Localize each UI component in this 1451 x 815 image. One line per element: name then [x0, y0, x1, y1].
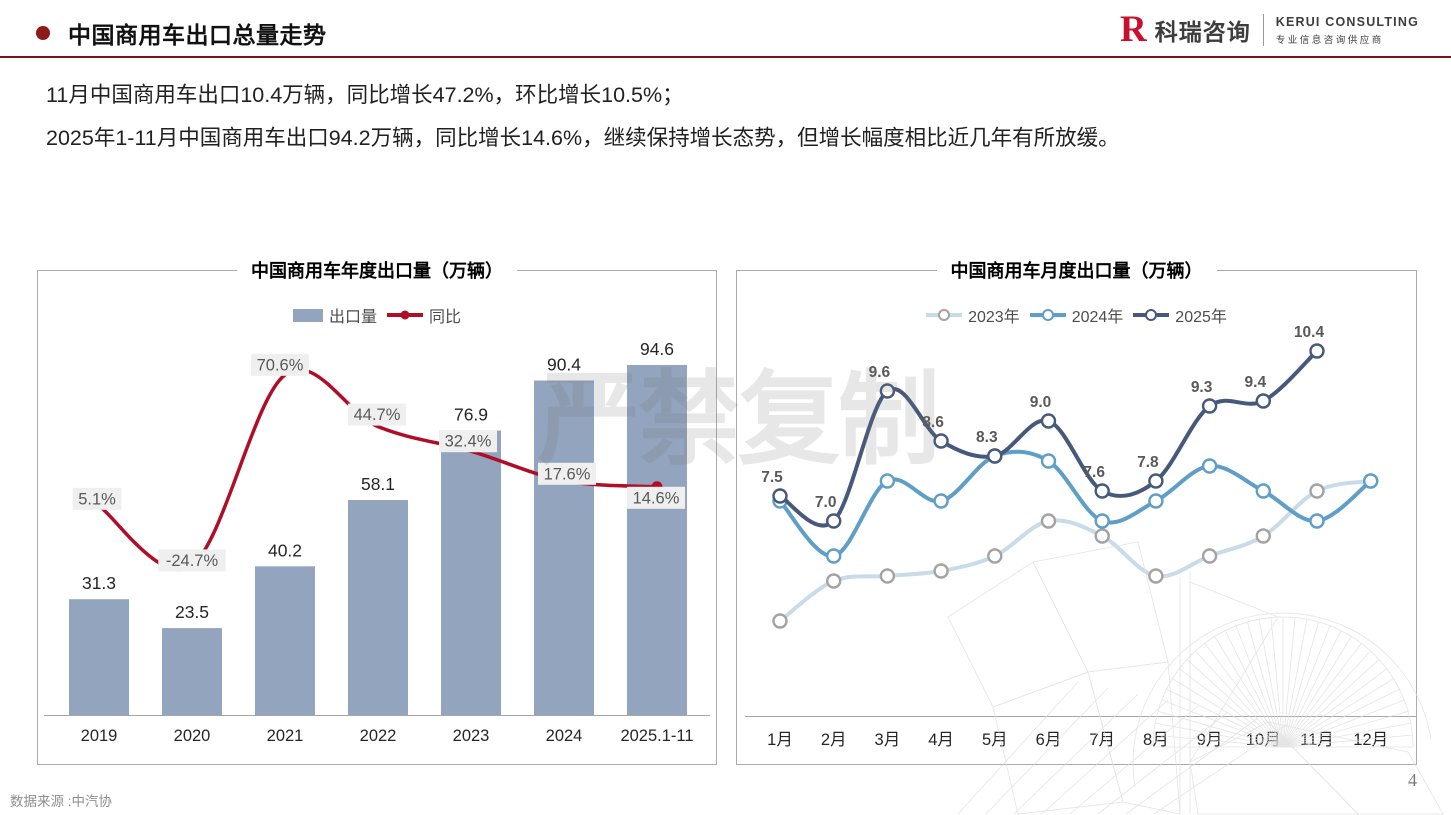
- bar-swatch-icon: [292, 308, 323, 322]
- logo-mark-icon: R: [1119, 9, 1147, 50]
- svg-text:44.7%: 44.7%: [354, 406, 401, 424]
- svg-text:8.6: 8.6: [922, 414, 944, 431]
- svg-text:-24.7%: -24.7%: [166, 552, 219, 570]
- svg-text:10月: 10月: [1246, 731, 1281, 749]
- monthly-export-chart-panel: 中国商用车月度出口量（万辆） 2023年 2024年 2025年 1月 2月 3月 4…: [736, 257, 1417, 765]
- title-bullet-icon: [36, 26, 50, 40]
- svg-text:7.0: 7.0: [815, 494, 837, 511]
- svg-text:10.4: 10.4: [1294, 324, 1325, 341]
- page-number: 4: [1408, 770, 1417, 790]
- svg-text:9月: 9月: [1197, 731, 1223, 749]
- summary-line-1: 11月中国商用车出口10.4万辆，同比增长47.2%，环比增长10.5%；: [46, 83, 684, 107]
- svg-text:31.3: 31.3: [82, 573, 116, 593]
- annual-chart-legend: 出口量 同比: [38, 303, 716, 327]
- svg-text:6月: 6月: [1036, 731, 1062, 749]
- legend-label: 2024年: [1071, 309, 1124, 326]
- svg-text:8月: 8月: [1143, 731, 1169, 749]
- svg-text:2022: 2022: [360, 727, 397, 745]
- summary-text: 11月中国商用车出口10.4万辆，同比增长47.2%，环比增长10.5%； 20…: [46, 74, 1406, 160]
- svg-text:2023: 2023: [453, 727, 490, 745]
- annual-chart-title: 中国商用车年度出口量（万辆）: [237, 257, 517, 283]
- svg-text:2020: 2020: [174, 727, 211, 745]
- svg-text:2021: 2021: [267, 727, 304, 745]
- svg-text:5.1%: 5.1%: [78, 490, 116, 508]
- svg-text:40.2: 40.2: [268, 540, 302, 560]
- legend-item-export-volume: 出口量: [292, 303, 377, 327]
- svg-text:5月: 5月: [982, 731, 1008, 749]
- svg-text:70.6%: 70.6%: [257, 356, 304, 374]
- svg-text:9.4: 9.4: [1245, 374, 1267, 391]
- svg-text:1月: 1月: [767, 731, 793, 749]
- data-source-note: 数据来源 :中汽协: [10, 794, 113, 809]
- svg-text:7.6: 7.6: [1083, 464, 1105, 481]
- line-2024-swatch-icon: [1029, 309, 1066, 321]
- svg-text:58.1: 58.1: [361, 474, 395, 494]
- monthly-chart-svg: 1月 2月 3月 4月 5月 6月 7月 8月 9月 10月 11月 12月 7.5 7.0 9.6 8.6 8…: [745, 324, 1416, 749]
- page-title: 中国商用车出口总量走势: [68, 22, 327, 48]
- svg-text:4月: 4月: [928, 731, 954, 749]
- legend-item-2023: 2023年: [926, 303, 1020, 327]
- monthly-chart-title: 中国商用车月度出口量（万辆）: [936, 257, 1217, 283]
- svg-text:2024: 2024: [546, 727, 583, 745]
- svg-text:12月: 12月: [1353, 731, 1388, 749]
- svg-text:17.6%: 17.6%: [544, 465, 591, 483]
- logo-name-cn: 科瑞咨询: [1154, 19, 1251, 45]
- header-rule: [0, 56, 1451, 58]
- line-2025-swatch-icon: [1133, 309, 1170, 321]
- svg-text:7月: 7月: [1089, 731, 1115, 749]
- svg-text:9.3: 9.3: [1191, 379, 1213, 396]
- legend-label: 出口量: [328, 309, 377, 326]
- legend-label: 2023年: [968, 309, 1020, 326]
- annual-chart-svg: 2019 2020 2021 2022 2023 2024 2025.1-11 31.3 23.…: [44, 339, 710, 745]
- legend-label: 2025年: [1175, 309, 1227, 326]
- kerui-logo: R 科瑞咨询 KERUI CONSULTING 专业信息咨询供应商: [1119, 9, 1419, 50]
- logo-name-en: KERUI CONSULTING: [1275, 14, 1419, 29]
- legend-label: 同比: [429, 309, 462, 326]
- yoy-line-swatch-icon: [387, 310, 423, 320]
- line-2023-swatch-icon: [926, 309, 963, 321]
- svg-text:9.0: 9.0: [1030, 394, 1052, 411]
- svg-text:2025.1-11: 2025.1-11: [620, 727, 693, 745]
- legend-item-2024: 2024年: [1029, 303, 1124, 327]
- svg-text:9.6: 9.6: [869, 364, 891, 381]
- annual-export-chart-panel: 中国商用车年度出口量（万辆） 出口量 同比 2019 2020 2021 2022 20…: [37, 257, 717, 765]
- svg-text:3月: 3月: [875, 731, 901, 749]
- legend-item-2025: 2025年: [1133, 303, 1227, 327]
- svg-text:14.6%: 14.6%: [633, 489, 680, 507]
- summary-line-2: 2025年1-11月中国商用车出口94.2万辆，同比增长14.6%，继续保持增长…: [46, 126, 1120, 150]
- svg-text:90.4: 90.4: [547, 355, 581, 375]
- legend-item-yoy: 同比: [387, 303, 461, 327]
- svg-text:76.9: 76.9: [454, 405, 488, 425]
- monthly-chart-legend: 2023年 2024年 2025年: [737, 303, 1416, 327]
- svg-text:2月: 2月: [821, 731, 847, 749]
- svg-text:7.5: 7.5: [761, 469, 783, 486]
- svg-text:8.3: 8.3: [976, 429, 998, 446]
- logo-tagline: 专业信息咨询供应商: [1275, 34, 1384, 46]
- logo-divider: [1262, 14, 1264, 46]
- svg-text:11月: 11月: [1300, 731, 1334, 749]
- svg-text:32.4%: 32.4%: [445, 433, 492, 451]
- svg-text:2019: 2019: [81, 727, 118, 745]
- svg-text:23.5: 23.5: [175, 602, 209, 622]
- svg-text:94.6: 94.6: [640, 339, 674, 359]
- svg-text:7.8: 7.8: [1137, 454, 1159, 471]
